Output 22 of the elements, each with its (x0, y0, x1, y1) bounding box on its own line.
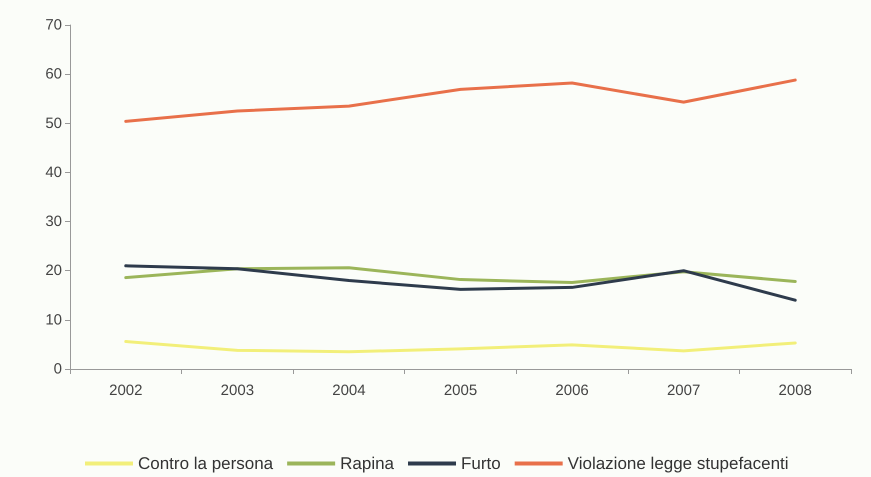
y-tick-label: 20 (45, 262, 62, 280)
legend-label: Rapina (340, 454, 395, 473)
line-series (124, 340, 797, 354)
y-tick-label: 40 (45, 164, 62, 181)
y-tick-label: 0 (54, 360, 62, 378)
y-tick-label: 10 (45, 311, 62, 328)
x-tick-label: 2008 (778, 382, 812, 399)
x-tick-label: 2002 (109, 382, 142, 399)
x-tick-label: 2005 (444, 382, 478, 399)
y-tick-label: 70 (45, 16, 62, 34)
legend-label: Violazione legge stupefacenti (568, 454, 789, 473)
legend-label: Furto (461, 454, 501, 473)
y-tick-label: 50 (45, 114, 62, 132)
x-tick-label: 2007 (666, 382, 700, 399)
x-tick-label: 2004 (332, 382, 366, 399)
line-series (124, 264, 797, 302)
line-series (124, 78, 797, 123)
legend-label: Contro la persona (138, 454, 274, 473)
y-tick-label: 60 (45, 66, 62, 83)
x-tick-label: 2003 (220, 382, 254, 399)
y-tick-label: 30 (45, 213, 62, 230)
x-tick-label: 2006 (555, 382, 589, 399)
